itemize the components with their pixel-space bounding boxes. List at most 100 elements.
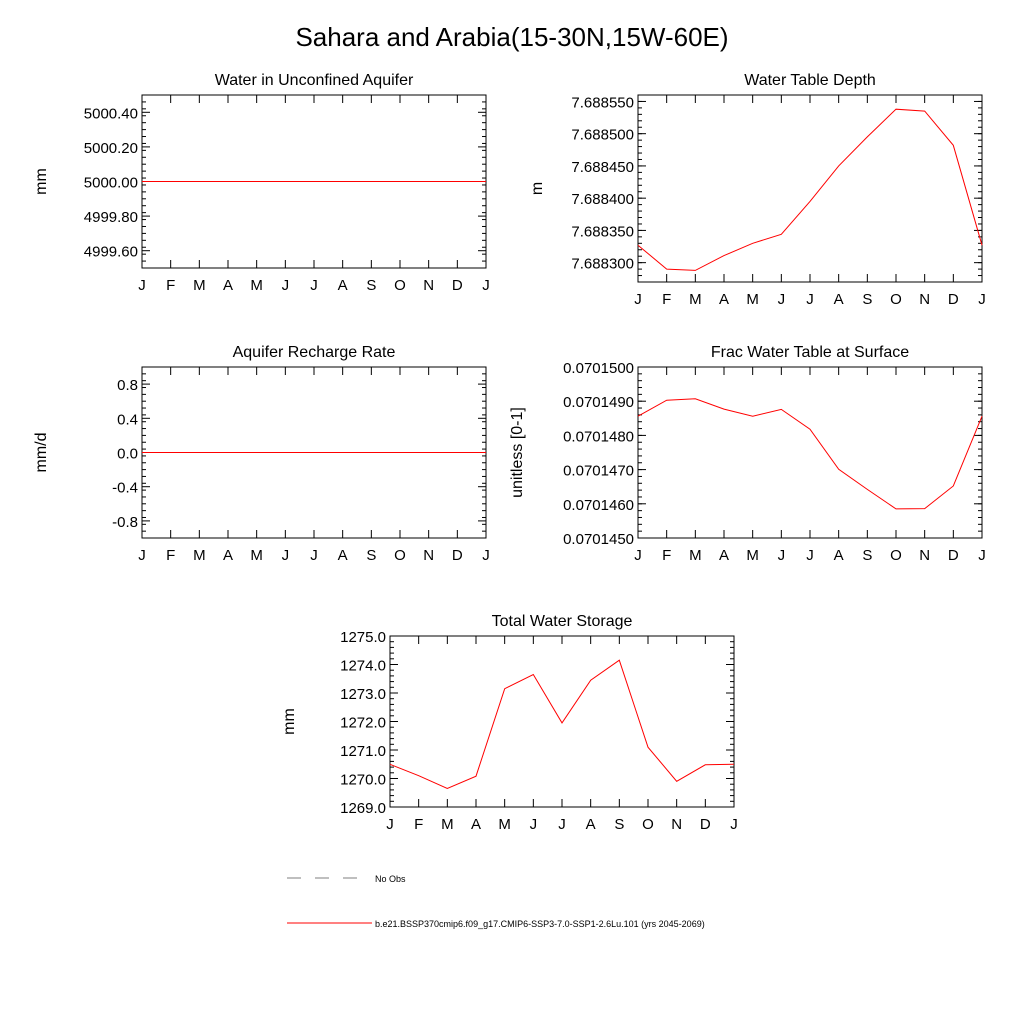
- x-tick-label: A: [719, 291, 729, 308]
- x-tick-label: A: [223, 277, 233, 294]
- plot-frame: [637, 366, 983, 539]
- legend-label-model: b.e21.BSSP370cmip6.f09_g17.CMIP6-SSP3-7.…: [375, 919, 705, 929]
- x-tick-label: J: [634, 547, 642, 564]
- x-tick-label: M: [498, 816, 511, 833]
- x-tick-label: D: [948, 547, 959, 564]
- y-tick-label: 0.8: [117, 377, 138, 394]
- y-tick-label: 5000.20: [84, 140, 138, 157]
- x-tick-label: F: [166, 547, 175, 564]
- x-tick-label: N: [919, 291, 930, 308]
- x-tick-label: J: [806, 291, 814, 308]
- x-tick-label: M: [746, 547, 759, 564]
- x-tick-label: J: [482, 547, 490, 564]
- x-tick-label: J: [310, 277, 318, 294]
- x-tick-label: M: [689, 291, 702, 308]
- x-tick-label: F: [166, 277, 175, 294]
- x-tick-label: S: [862, 547, 872, 564]
- x-tick-label: N: [423, 547, 434, 564]
- x-tick-label: A: [338, 277, 348, 294]
- x-tick-label: O: [642, 816, 654, 833]
- y-tick-label: 7.688400: [571, 191, 634, 208]
- y-tick-label: 1274.0: [340, 658, 386, 675]
- x-tick-label: M: [250, 277, 263, 294]
- legend-label-no-obs: No Obs: [375, 874, 406, 884]
- y-tick-label: 7.688300: [571, 256, 634, 273]
- y-tick-label: -0.4: [112, 480, 138, 497]
- x-tick-label: A: [471, 816, 481, 833]
- panel-title: Total Water Storage: [492, 613, 633, 630]
- x-tick-label: N: [671, 816, 682, 833]
- y-tick-label: 5000.00: [84, 175, 138, 192]
- x-tick-label: M: [441, 816, 454, 833]
- panel-title: Frac Water Table at Surface: [711, 344, 909, 361]
- x-tick-label: M: [250, 547, 263, 564]
- x-tick-label: D: [452, 547, 463, 564]
- y-tick-label: 0.0701470: [563, 463, 634, 480]
- x-tick-label: M: [689, 547, 702, 564]
- y-tick-label: 1273.0: [340, 686, 386, 703]
- y-axis-label: mm/d: [33, 433, 50, 473]
- y-tick-label: 1269.0: [340, 800, 386, 817]
- x-tick-label: O: [890, 291, 902, 308]
- x-tick-label: M: [746, 291, 759, 308]
- series-line: [637, 398, 983, 510]
- x-tick-label: J: [530, 816, 538, 833]
- x-tick-label: F: [662, 547, 671, 564]
- x-tick-label: S: [366, 277, 376, 294]
- x-tick-label: A: [834, 547, 844, 564]
- y-tick-label: 0.0701460: [563, 497, 634, 514]
- panel-title: Water Table Depth: [744, 72, 876, 89]
- x-tick-label: A: [586, 816, 596, 833]
- y-tick-label: 0.0701490: [563, 394, 634, 411]
- legend: No Obs b.e21.BSSP370cmip6.f09_g17.CMIP6-…: [287, 874, 705, 929]
- y-axis-label: mm: [33, 168, 50, 195]
- y-tick-label: 0.0701500: [563, 360, 634, 377]
- y-tick-label: 0.0: [117, 446, 138, 463]
- y-tick-label: 0.0701480: [563, 428, 634, 445]
- x-tick-label: J: [310, 547, 318, 564]
- y-tick-label: 1275.0: [340, 629, 386, 646]
- figure-title: Sahara and Arabia(15-30N,15W-60E): [295, 22, 729, 52]
- x-tick-label: F: [414, 816, 423, 833]
- x-tick-label: J: [778, 291, 786, 308]
- x-tick-label: O: [394, 277, 406, 294]
- y-tick-label: 7.688500: [571, 127, 634, 144]
- series-line: [637, 108, 983, 271]
- x-tick-label: J: [138, 547, 146, 564]
- y-tick-label: 1271.0: [340, 743, 386, 760]
- x-tick-label: J: [282, 277, 290, 294]
- x-tick-label: O: [394, 547, 406, 564]
- x-tick-label: S: [862, 291, 872, 308]
- y-tick-label: 5000.40: [84, 105, 138, 122]
- x-tick-label: A: [223, 547, 233, 564]
- x-tick-label: A: [719, 547, 729, 564]
- x-tick-label: J: [282, 547, 290, 564]
- y-axis-label: m: [529, 182, 546, 195]
- x-tick-label: J: [730, 816, 738, 833]
- x-tick-label: D: [948, 291, 959, 308]
- x-tick-label: J: [386, 816, 394, 833]
- y-tick-label: 4999.60: [84, 244, 138, 261]
- x-tick-label: O: [890, 547, 902, 564]
- y-tick-label: 7.688450: [571, 159, 634, 176]
- y-axis-label: unitless [0-1]: [509, 407, 526, 498]
- x-tick-label: J: [558, 816, 566, 833]
- x-tick-label: M: [193, 277, 206, 294]
- y-tick-label: 0.0701450: [563, 531, 634, 548]
- x-tick-label: J: [634, 291, 642, 308]
- x-tick-label: F: [662, 291, 671, 308]
- x-tick-label: J: [482, 277, 490, 294]
- x-tick-label: S: [366, 547, 376, 564]
- y-tick-label: 4999.80: [84, 209, 138, 226]
- x-tick-label: J: [978, 547, 986, 564]
- x-tick-label: A: [338, 547, 348, 564]
- x-tick-label: J: [778, 547, 786, 564]
- y-tick-label: 0.4: [117, 411, 138, 428]
- x-tick-label: N: [919, 547, 930, 564]
- x-tick-label: J: [138, 277, 146, 294]
- x-tick-label: S: [614, 816, 624, 833]
